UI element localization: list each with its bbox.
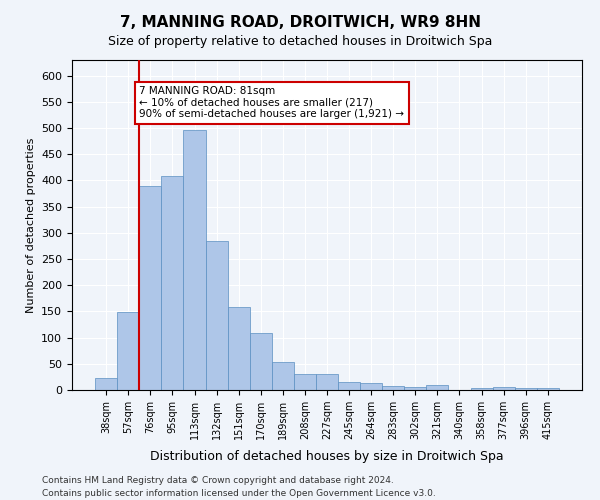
Bar xyxy=(537,388,559,390)
Bar xyxy=(427,385,448,390)
Bar xyxy=(206,240,227,390)
Bar xyxy=(161,176,184,390)
Bar xyxy=(316,374,338,390)
Bar xyxy=(117,312,139,390)
Text: Contains HM Land Registry data © Crown copyright and database right 2024.: Contains HM Land Registry data © Crown c… xyxy=(42,476,394,485)
Bar xyxy=(250,334,272,390)
Bar xyxy=(139,186,161,390)
X-axis label: Distribution of detached houses by size in Droitwich Spa: Distribution of detached houses by size … xyxy=(150,450,504,464)
Bar xyxy=(515,388,537,390)
Bar xyxy=(272,362,294,390)
Bar xyxy=(382,386,404,390)
Bar xyxy=(95,378,117,390)
Text: 7 MANNING ROAD: 81sqm
← 10% of detached houses are smaller (217)
90% of semi-det: 7 MANNING ROAD: 81sqm ← 10% of detached … xyxy=(139,86,404,120)
Bar xyxy=(360,383,382,390)
Bar xyxy=(294,374,316,390)
Bar xyxy=(184,130,206,390)
Text: Size of property relative to detached houses in Droitwich Spa: Size of property relative to detached ho… xyxy=(108,35,492,48)
Bar xyxy=(470,388,493,390)
Text: 7, MANNING ROAD, DROITWICH, WR9 8HN: 7, MANNING ROAD, DROITWICH, WR9 8HN xyxy=(119,15,481,30)
Bar xyxy=(404,387,427,390)
Y-axis label: Number of detached properties: Number of detached properties xyxy=(26,138,35,312)
Bar xyxy=(227,307,250,390)
Bar xyxy=(338,382,360,390)
Bar xyxy=(493,388,515,390)
Text: Contains public sector information licensed under the Open Government Licence v3: Contains public sector information licen… xyxy=(42,488,436,498)
